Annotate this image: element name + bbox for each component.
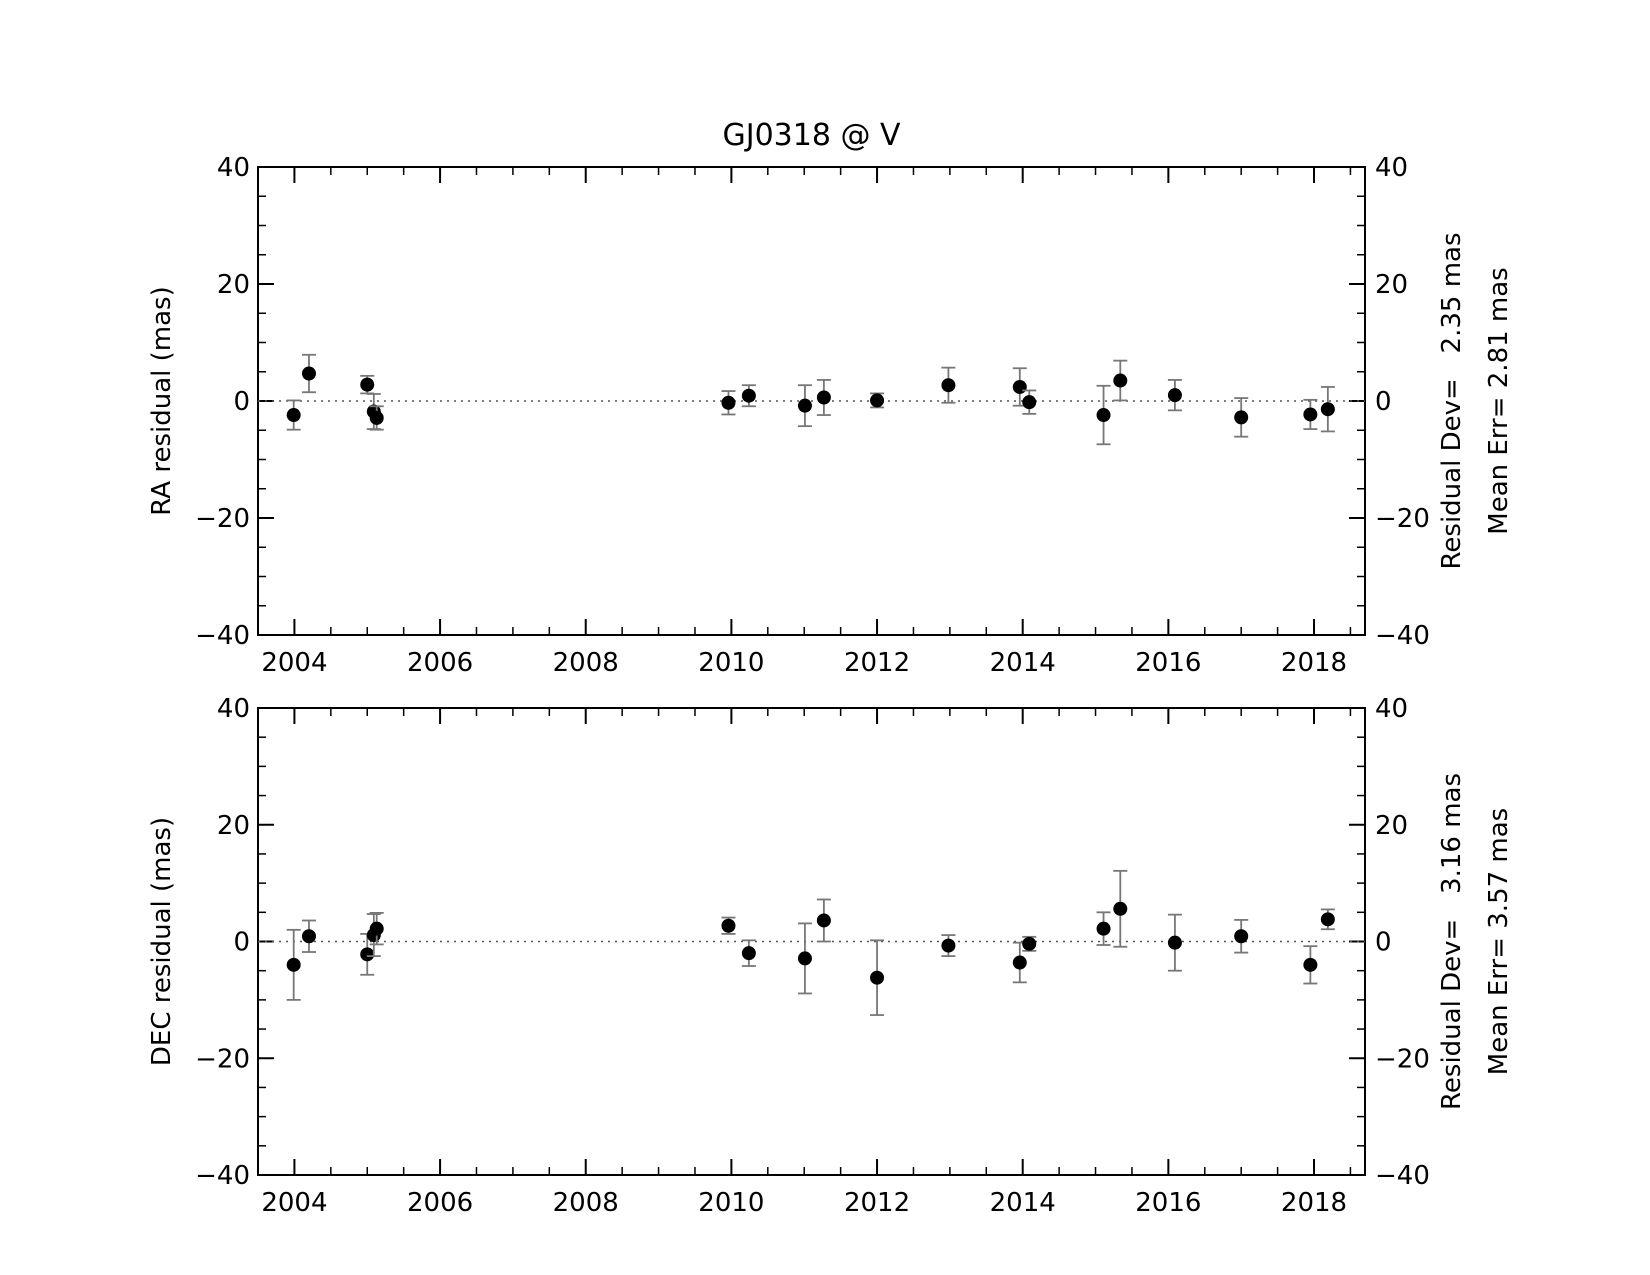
data-point [1113,373,1128,388]
data-point [1234,929,1249,944]
y-tick-label: 20 [217,270,250,300]
x-tick-label: 2006 [407,1188,473,1218]
data-point [941,938,956,953]
annotation: Residual Dev= 3.16 mas [1437,773,1467,1110]
data-point [721,918,736,933]
x-tick-label: 2008 [553,1188,619,1218]
y-tick-label-right: 40 [1375,694,1408,724]
data-point [1022,395,1037,410]
annotation: Mean Err= 3.57 mas [1484,808,1514,1075]
data-point [1096,408,1111,423]
y-tick-label: 20 [217,811,250,841]
data-point [1167,935,1182,950]
data-point [1113,901,1128,916]
y-tick-label: 0 [233,387,250,417]
data-point [816,390,831,405]
x-tick-label: 2018 [1281,1188,1347,1218]
data-point [797,951,812,966]
x-tick-label: 2018 [1281,648,1347,678]
y-tick-label: −40 [195,1161,250,1191]
y-tick-label-right: 20 [1375,811,1408,841]
y-tick-label-right: 20 [1375,270,1408,300]
x-tick-label: 2014 [990,648,1056,678]
data-point [369,410,384,425]
data-point [1234,410,1249,425]
x-tick-label: 2006 [407,648,473,678]
data-point [1320,402,1335,417]
data-point [286,408,301,423]
data-point [301,929,316,944]
y-tick-label: 0 [233,928,250,958]
y-tick-label: −20 [195,504,250,534]
data-point [870,970,885,985]
y-axis-label: RA residual (mas) [147,286,177,515]
x-tick-label: 2012 [844,1188,910,1218]
x-tick-label: 2004 [261,648,327,678]
x-tick-label: 2004 [261,1188,327,1218]
x-tick-label: 2010 [698,1188,764,1218]
x-tick-label: 2016 [1135,1188,1201,1218]
data-point [1320,912,1335,927]
data-point [870,393,885,408]
data-point [286,957,301,972]
data-point [301,366,316,381]
x-tick-label: 2010 [698,648,764,678]
y-tick-label: 40 [217,694,250,724]
chart-title: GJ0318 @ V [722,118,901,153]
data-point [941,378,956,393]
y-tick-label: 40 [217,153,250,183]
x-tick-label: 2008 [553,648,619,678]
data-point [816,913,831,928]
x-tick-label: 2014 [990,1188,1056,1218]
data-point [1167,388,1182,403]
data-point [1022,936,1037,951]
x-tick-label: 2012 [844,648,910,678]
data-point [1012,955,1027,970]
data-point [1303,407,1318,422]
y-tick-label: −40 [195,621,250,651]
data-point [1012,379,1027,394]
data-point [1096,921,1111,936]
data-point [360,947,375,962]
data-point [741,388,756,403]
data-point [797,398,812,413]
y-tick-label: −20 [195,1044,250,1074]
y-tick-label-right: −20 [1375,1044,1430,1074]
y-tick-label-right: 0 [1375,928,1392,958]
y-tick-label-right: −40 [1375,621,1430,651]
x-tick-label: 2016 [1135,648,1201,678]
y-tick-label-right: −20 [1375,504,1430,534]
y-tick-label-right: 40 [1375,153,1408,183]
y-tick-label-right: 0 [1375,387,1392,417]
data-point [360,377,375,392]
y-tick-label-right: −40 [1375,1161,1430,1191]
data-point [741,946,756,961]
annotation: Residual Dev= 2.35 mas [1437,232,1467,569]
data-point [1303,957,1318,972]
y-axis-label: DEC residual (mas) [147,817,177,1066]
annotation: Mean Err= 2.81 mas [1484,267,1514,534]
data-point [369,921,384,936]
data-point [721,395,736,410]
